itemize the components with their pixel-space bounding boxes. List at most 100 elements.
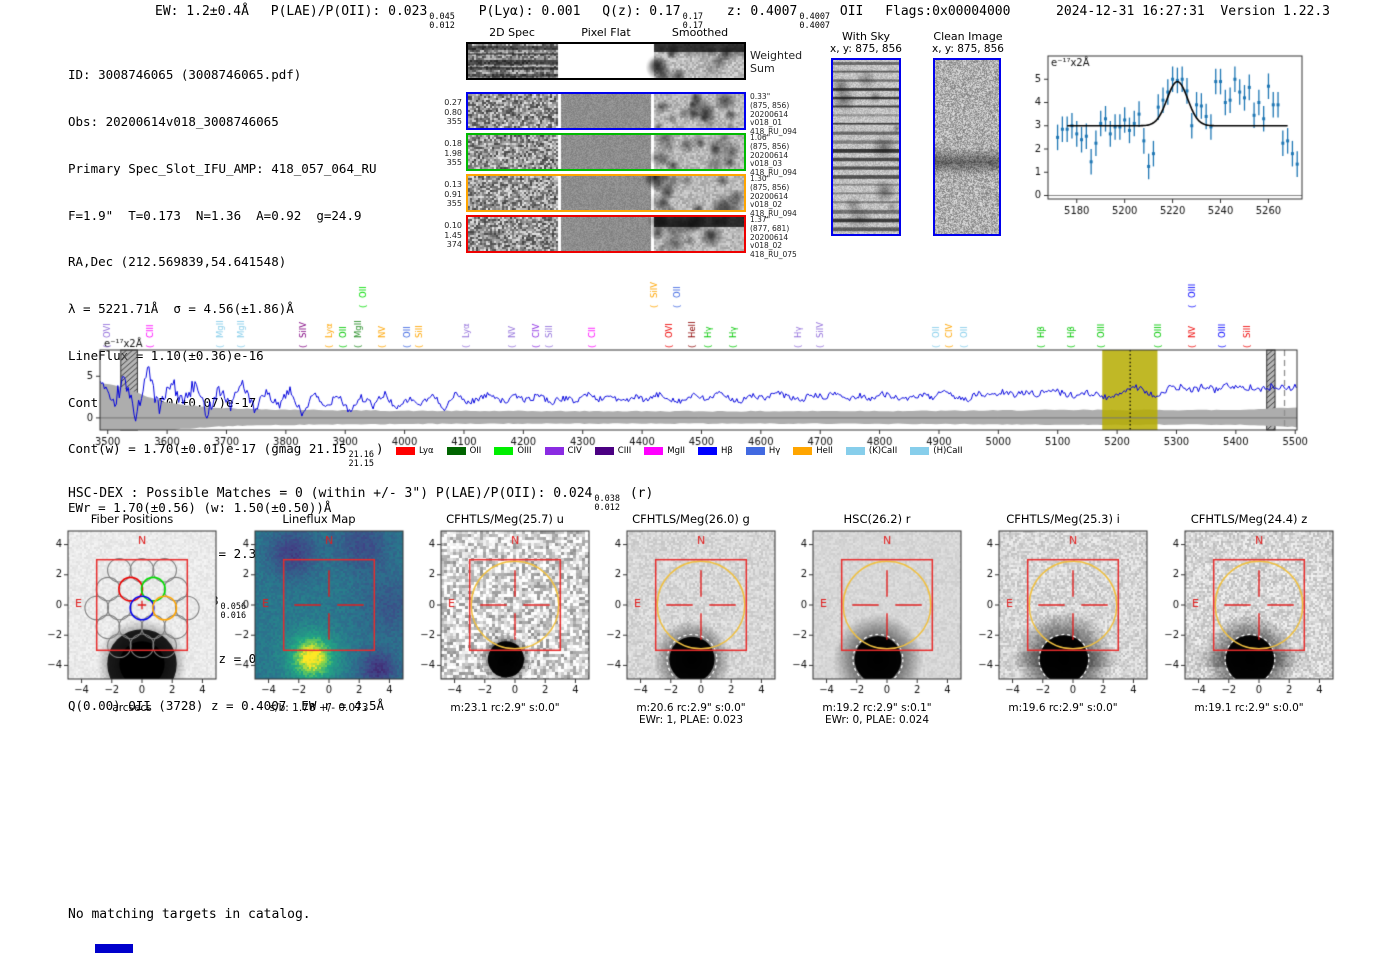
legend-item-(H)CaII: (H)CaII [910, 446, 962, 456]
weighted-sum-row [466, 42, 746, 80]
legend-label: (K)CaII [868, 446, 898, 456]
plae-poii-value: P(LAE)/P(OII): 0.023 [270, 4, 428, 19]
ew-value: EW: 1.2±0.4Å [155, 4, 249, 19]
full-spectrum-chart [28, 278, 1373, 464]
catalog-match-note: No matching targets in catalog. Row inte… [68, 907, 311, 922]
qz-value: Q(z): 0.17 [602, 4, 681, 19]
fiber-row-1 [466, 133, 746, 171]
panel-title: HSC(26.2) r [843, 512, 911, 526]
row3-left-labels: 0.10 1.45 374 [444, 221, 462, 249]
col-2d-spec: 2D Spec [489, 26, 535, 39]
legend-swatch [644, 447, 664, 455]
plya-value: P(Lyα): 0.001 [478, 4, 581, 19]
z-value: z: 0.4007 [726, 4, 798, 19]
fiber-row-1-image [468, 135, 744, 169]
info-solution: Q(0.00) OII (3728) z = 0.4007 EW r = 4.5… [68, 698, 385, 714]
panel-caption: m:20.6 rc:2.9" s:0.0" [636, 702, 746, 714]
clean-image [935, 60, 999, 234]
col-pixel-flat: Pixel Flat [581, 26, 631, 39]
info-seeing: F=1.9" T=0.173 N=1.36 A=0.92 g=24.9 [68, 207, 362, 223]
panel-fiber-positions: Fiber Positions arcsecs [37, 512, 227, 714]
legend-swatch [910, 447, 930, 455]
legend-swatch [793, 447, 813, 455]
weighted-sum-label: Weighted Sum [750, 49, 803, 75]
qz-errors: 0.17 0.17 [682, 12, 704, 31]
hsc-dex-line: HSC-DEX : Possible Matches = 0 (within +… [68, 486, 654, 513]
cutout-z-plot [1154, 526, 1344, 698]
legend-label: CIII [617, 446, 632, 456]
panel-cutout-r: HSC(26.2) r m:19.2 rc:2.9" s:0.1" EWr: 0… [782, 512, 972, 726]
legend-label: (H)CaII [933, 446, 963, 456]
flags-value: Flags:0x00004000 [885, 4, 1011, 19]
fiber-row-3-image [468, 217, 744, 251]
panel-title: Lineflux Map [282, 512, 356, 526]
cutout-r-plot [782, 526, 972, 698]
info-primary-spec: Primary Spec_Slot_IFU_AMP: 418_057_064_R… [68, 160, 377, 176]
panel-cutout-g: CFHTLS/Meg(26.0) g m:20.6 rc:2.9" s:0.0"… [596, 512, 786, 726]
panel-caption: m:19.1 rc:2.9" s:0.0" [1194, 702, 1304, 714]
legend-item-(K)CaII: (K)CaII [845, 446, 898, 456]
legend-item-OII: OII [446, 446, 481, 456]
legend-item-MgII: MgII [644, 446, 685, 456]
info-id: ID: 3008746065 (3008746065.pdf) [68, 67, 302, 83]
fiber-row-0 [466, 92, 746, 130]
with-sky-header: With Sky x, y: 875, 856 [830, 30, 902, 55]
panel-lineflux-map: Lineflux Map s/b: 1.78 +/- 0.073 [224, 512, 414, 714]
plae-errors: 0.045 0.012 [429, 12, 455, 31]
legend-label: Hγ [768, 446, 781, 456]
info-ewr: EWr = 1.70(±0.56) (w: 1.50(±0.50))Å [68, 499, 332, 515]
with-sky-panel [831, 58, 901, 236]
legend-item-HeII: HeII [793, 446, 833, 456]
panel-cutout-z: CFHTLS/Meg(24.4) z m:19.1 rc:2.9" s:0.0" [1154, 512, 1344, 714]
panel-cutout-u: CFHTLS/Meg(25.7) u m:23.1 rc:2.9" s:0.0" [410, 512, 600, 714]
row2-right-labels: 1.30" (875, 856) 20200614 v018_02 418_RU_094 [750, 174, 797, 219]
panel-title: CFHTLS/Meg(25.3) i [1006, 512, 1120, 526]
legend-swatch [745, 447, 765, 455]
col-smoothed: Smoothed [671, 26, 729, 39]
legend-swatch [446, 447, 466, 455]
legend-swatch [544, 447, 564, 455]
panel-title: CFHTLS/Meg(26.0) g [632, 512, 750, 526]
clean-image-header: Clean Image x, y: 875, 856 [932, 30, 1004, 55]
weighted-sum-image [468, 44, 744, 78]
row1-left-labels: 0.18 1.98 355 [444, 139, 462, 167]
line-fit-chart [1015, 46, 1345, 231]
panel-caption2: EWr: 0, PLAE: 0.024 [824, 714, 930, 726]
cutout-u-plot [410, 526, 600, 698]
info-obs: Obs: 20200614v018_3008746065 [68, 113, 279, 129]
row3-right-labels: 1.37" (877, 681) 20200614 v018_02 418_RU_075 [750, 215, 797, 260]
z-errors: 0.4007 0.4007 [799, 12, 831, 31]
panel-title: Fiber Positions [90, 512, 174, 526]
panel-caption: m:19.2 rc:2.9" s:0.1" [822, 702, 932, 714]
legend-item-Hβ: Hβ [698, 446, 733, 456]
info-radec: RA,Dec (212.569839,54.641548) [68, 254, 287, 270]
timestamp: 2024-12-31 16:27:31 [1056, 4, 1205, 19]
panel-title: CFHTLS/Meg(24.4) z [1190, 512, 1308, 526]
summary-header: EW: 1.2±0.4Å P(LAE)/P(OII): 0.023 0.045 0.… [155, 4, 1010, 30]
legend-item-Hγ: Hγ [745, 446, 781, 456]
row1-right-labels: 1.06" (875, 856) 20200614 v018_03 418_RU_094 [750, 133, 797, 178]
legend-item-Lyα: Lyα [396, 446, 434, 456]
version: Version 1.22.3 [1220, 4, 1330, 19]
panel-cutout-i: CFHTLS/Meg(25.3) i m:19.6 rc:2.9" s:0.0" [968, 512, 1158, 714]
cutout-g-plot [596, 526, 786, 698]
legend-label: Lyα [419, 446, 434, 456]
legend-swatch [494, 447, 514, 455]
legend-label: HeII [816, 446, 833, 456]
legend-swatch [698, 447, 718, 455]
legend-swatch [845, 447, 865, 455]
row2-left-labels: 0.13 0.91 355 [444, 180, 462, 208]
panel-caption2: EWr: 1, PLAE: 0.023 [638, 714, 744, 726]
panel-caption: m:19.6 rc:2.9" s:0.0" [1008, 702, 1118, 714]
legend-swatch [396, 447, 415, 455]
fiber-row-3 [466, 215, 746, 253]
next-row-marker [95, 944, 133, 953]
lineflux-map-plot [224, 526, 414, 698]
row0-right-labels: 0.33" (875, 856) 20200614 v018_01 418_RU_094 [750, 92, 797, 137]
fiber-row-2 [466, 174, 746, 212]
legend-item-CIV: CIV [544, 446, 582, 456]
cutout-i-plot [968, 526, 1158, 698]
panel-caption: m:23.1 rc:2.9" s:0.0" [450, 702, 560, 714]
legend-label: Hβ [721, 446, 733, 456]
spectrum-legend: Lyα OII OIII CIV CIII MgII Hβ Hγ HeII (K)CaII (H)C… [396, 446, 962, 456]
